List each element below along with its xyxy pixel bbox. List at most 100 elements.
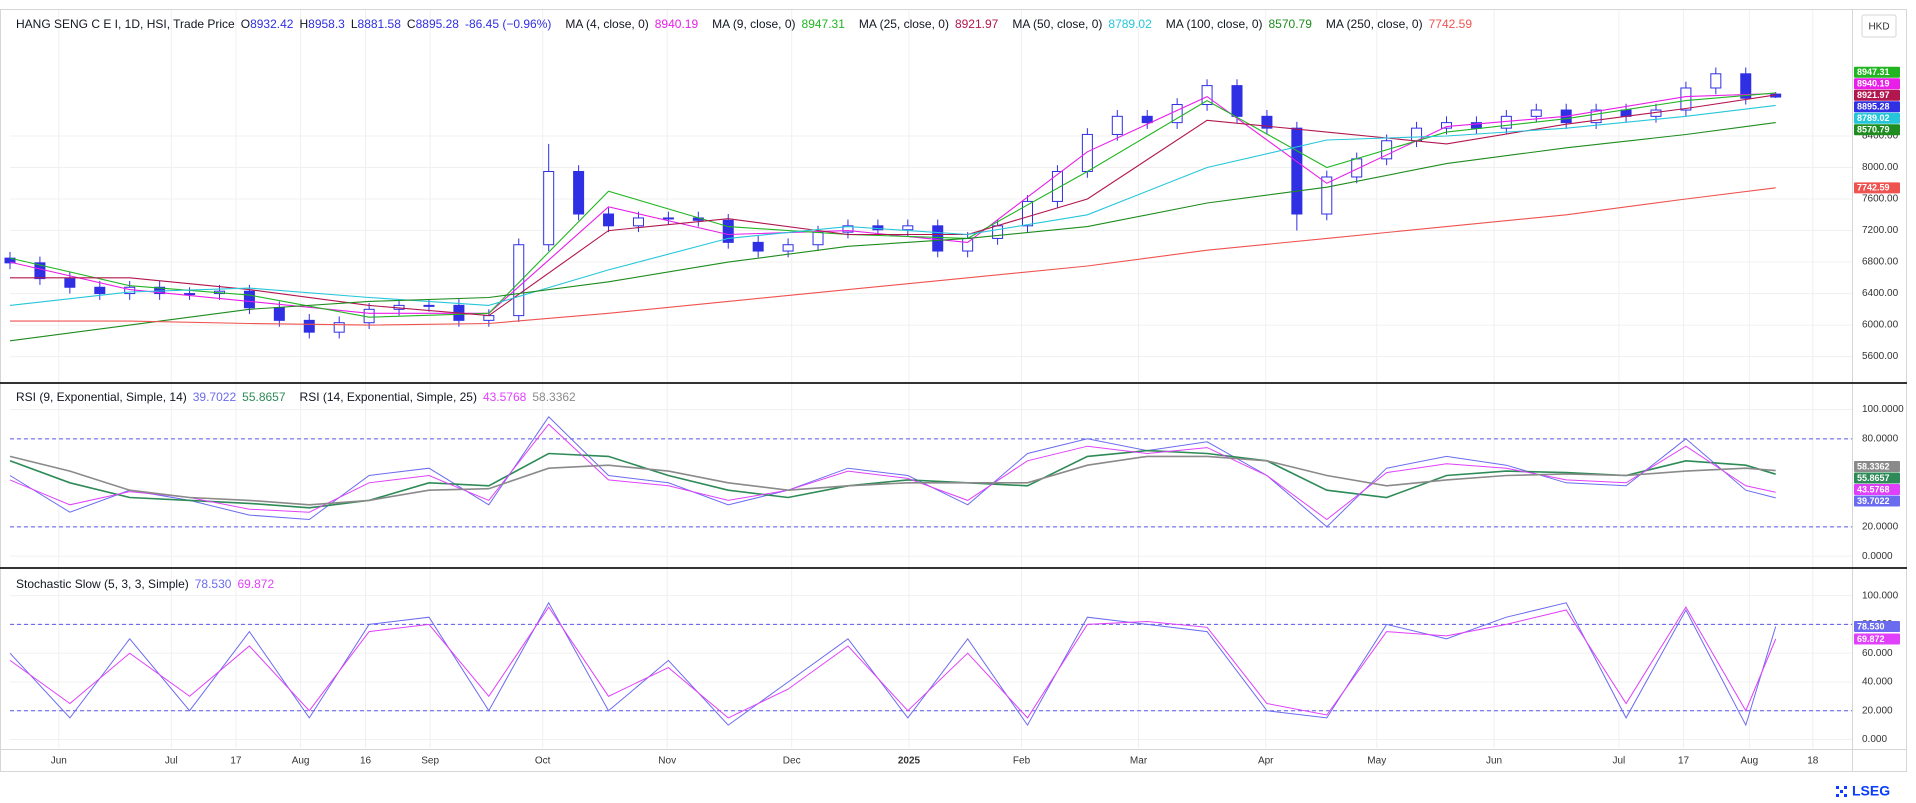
logo-text: LSEG xyxy=(1852,783,1890,799)
value-tag xyxy=(1854,633,1900,645)
indicator-value: 39.7022 xyxy=(193,390,237,404)
ma-name: MA (4, close, 0) xyxy=(565,17,648,31)
candle-body xyxy=(184,293,196,296)
candle-body xyxy=(992,225,1004,239)
value-tag-label: 55.8657 xyxy=(1857,473,1890,483)
candle-body xyxy=(782,244,794,252)
candle-body xyxy=(1321,176,1333,215)
x-tick-label: Nov xyxy=(658,756,676,767)
ohlc-value: 8881.58 xyxy=(358,17,402,31)
candle-body xyxy=(603,213,615,227)
legend: RSI (9, Exponential, Simple, 14) 39.7022 5… xyxy=(16,390,576,404)
indicator-ma-value: 58.3362 xyxy=(532,390,576,404)
logo: LSEG xyxy=(1836,783,1890,799)
logo-icon xyxy=(1840,790,1843,793)
value-tag-label: 58.3362 xyxy=(1857,461,1890,471)
y-tick-label: 6000.00 xyxy=(1862,320,1899,331)
x-tick-label: 2025 xyxy=(898,756,921,767)
candle-body xyxy=(1291,127,1303,215)
candle-body xyxy=(333,322,345,333)
y-tick-label: 6800.00 xyxy=(1862,257,1899,268)
y-tick-label: 5600.00 xyxy=(1862,351,1899,362)
frame xyxy=(0,9,1907,772)
candle-body xyxy=(632,217,644,227)
y-tick-label: 20.000 xyxy=(1862,705,1893,716)
currency: HKD xyxy=(1868,22,1889,33)
ma-name: MA (50, close, 0) xyxy=(1012,17,1102,31)
value-tag-label: 8895.28 xyxy=(1857,102,1890,112)
candle-body xyxy=(842,225,854,233)
candle-body xyxy=(1141,115,1153,124)
candle-body xyxy=(64,278,76,288)
candle-body xyxy=(1171,104,1183,124)
value-tag xyxy=(1854,78,1900,90)
x-tick-label: Aug xyxy=(292,756,310,767)
value-tag-label: 8789.02 xyxy=(1857,113,1890,123)
ohlc-value: 8932.42 xyxy=(250,17,294,31)
y-tick-label: 80.0000 xyxy=(1862,433,1899,444)
ohlc-value: 8895.28 xyxy=(416,17,460,31)
value-tag-label: 7742.59 xyxy=(1857,183,1890,193)
value-tag xyxy=(1854,112,1900,124)
value-tag xyxy=(1854,66,1900,78)
x-tick-label: Mar xyxy=(1130,756,1148,767)
x-tick-label: Apr xyxy=(1258,756,1274,767)
ma-value: 8570.79 xyxy=(1269,17,1313,31)
ma-name: MA (100, close, 0) xyxy=(1166,17,1263,31)
y-tick-label: 40.000 xyxy=(1862,677,1893,688)
value-tag-label: 39.7022 xyxy=(1857,496,1890,506)
candle-body xyxy=(423,304,435,307)
candle-body xyxy=(1740,73,1752,99)
x-tick-label: Jul xyxy=(165,756,178,767)
ma-value: 8940.19 xyxy=(655,17,699,31)
x-tick-label: Aug xyxy=(1740,756,1758,767)
ohlc-label: H xyxy=(299,17,308,31)
candle-body xyxy=(1470,122,1482,129)
legend: Stochastic Slow (5, 3, 3, Simple) 78.530 6… xyxy=(16,577,274,591)
candle-body xyxy=(1111,115,1123,135)
indicator-ma-value: 55.8657 xyxy=(242,390,286,404)
currency-box xyxy=(1861,14,1897,38)
logo-icon xyxy=(1844,786,1847,789)
candle-body xyxy=(573,170,585,215)
ohlc-label: C xyxy=(407,17,416,31)
candle-body xyxy=(662,217,674,220)
value-tag xyxy=(1854,89,1900,101)
indicator-value: 69.872 xyxy=(237,577,274,591)
logo-icon xyxy=(1836,794,1839,797)
ma-line xyxy=(10,187,1776,326)
x-tick-label: May xyxy=(1367,756,1386,767)
ma-value: 7742.59 xyxy=(1429,17,1473,31)
value-tag xyxy=(1854,621,1900,633)
ohlc-value: 8958.3 xyxy=(308,17,345,31)
ma-line xyxy=(9,122,1776,342)
value-tag xyxy=(1854,495,1900,507)
candle-body xyxy=(902,225,914,231)
candle-body xyxy=(1022,200,1034,227)
value-tag xyxy=(1854,182,1900,194)
ohlc-label: O xyxy=(241,17,250,31)
value-tag xyxy=(1854,484,1900,496)
grid xyxy=(10,10,1852,748)
candle-body xyxy=(1081,133,1093,172)
candle-body xyxy=(812,231,824,246)
candle-body xyxy=(1440,122,1452,129)
x-tick-label: Dec xyxy=(783,756,801,767)
candle-body xyxy=(34,262,46,280)
y-tick-label: 6400.00 xyxy=(1862,288,1899,299)
indicator-line xyxy=(9,423,1776,521)
x-tick-label: 18 xyxy=(1807,756,1819,767)
x-tick-label: 17 xyxy=(230,756,242,767)
y-tick-label: 7200.00 xyxy=(1862,225,1899,236)
logo-icon xyxy=(1844,794,1847,797)
value-tag-label: 78.530 xyxy=(1857,621,1885,631)
indicator-name: Stochastic Slow (5, 3, 3, Simple) xyxy=(16,577,189,591)
indicator-value: 43.5768 xyxy=(483,390,527,404)
candle-body xyxy=(303,319,315,333)
ohlc-label: L xyxy=(351,17,358,31)
y-tick-label: 8400.00 xyxy=(1862,131,1899,142)
ma-name: MA (25, close, 0) xyxy=(859,17,949,31)
y-tick-label: 20.0000 xyxy=(1862,521,1899,532)
d-line xyxy=(9,606,1777,719)
